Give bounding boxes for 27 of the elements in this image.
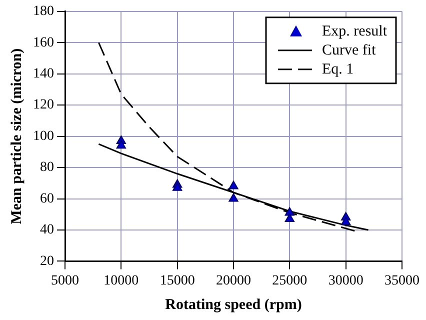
x-tick-label: 30000 (328, 273, 364, 288)
y-tick-label: 120 (33, 98, 54, 113)
legend-label: Eq. 1 (322, 61, 354, 78)
y-tick-label: 180 (33, 4, 54, 20)
y-tick-label: 160 (33, 35, 54, 50)
legend-label: Exp. result (322, 23, 388, 40)
legend-label: Curve fit (322, 42, 377, 58)
x-tick-label: 20000 (216, 273, 251, 288)
point (341, 216, 351, 226)
point (228, 193, 238, 202)
y-tick-label: 80 (40, 160, 54, 176)
x-tick-label: 35000 (384, 273, 420, 288)
y-tick-label: 100 (33, 128, 54, 144)
y-tick-label: 140 (33, 66, 54, 82)
x-tick-label: 5000 (51, 273, 79, 288)
x-tick-label: 25000 (272, 273, 308, 288)
x-axis-title: Rotating speed (rpm) (165, 296, 302, 313)
point (228, 180, 238, 190)
y-tick-label: 20 (40, 254, 54, 269)
point (116, 140, 126, 149)
y-axis-title: Mean particle size (micron) (8, 48, 25, 224)
y-tick-label: 60 (40, 191, 54, 206)
x-tick-label: 10000 (104, 273, 139, 288)
point (172, 182, 182, 191)
x-tick-label: 15000 (160, 273, 195, 288)
point (284, 214, 294, 222)
y-tick-label: 40 (40, 222, 54, 238)
